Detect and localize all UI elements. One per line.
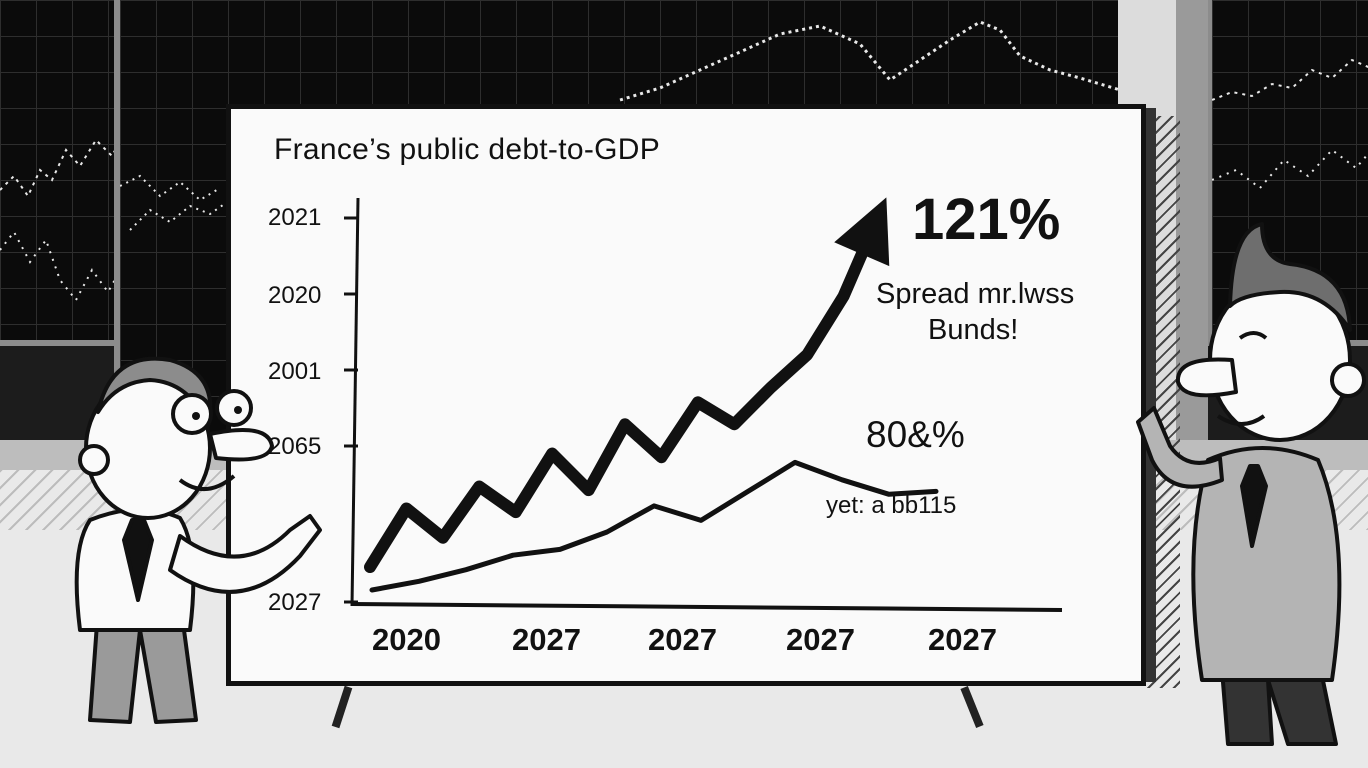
right-character-tie	[1240, 464, 1268, 548]
left-character-nose	[208, 428, 274, 462]
debt-series-line	[364, 206, 886, 574]
right-character-ear	[1330, 362, 1366, 398]
ticker-left	[0, 138, 114, 302]
ticker-right	[1212, 58, 1368, 190]
left-character-smile	[178, 474, 236, 492]
board-shadow	[1146, 116, 1180, 688]
right-character-eye	[1238, 331, 1268, 340]
upper-value-label: 121%	[912, 187, 1061, 252]
y-tick-label: 2065	[268, 433, 322, 460]
glasses-left-lens	[171, 393, 213, 435]
y-axis-ticks	[344, 216, 358, 604]
right-character	[1136, 222, 1366, 746]
lower-value-label: 80&%	[866, 414, 965, 455]
spread-note-line2: Bunds!	[928, 314, 1019, 346]
x-axis	[351, 602, 1063, 612]
left-character	[74, 356, 322, 724]
x-tick-label: 2020	[372, 622, 441, 657]
debt-series-arrowhead	[834, 197, 890, 267]
y-tick-label: 2020	[268, 282, 322, 309]
y-tick-label: 2021	[268, 204, 322, 231]
left-character-tie	[122, 518, 154, 602]
right-character-arm	[1136, 406, 1224, 489]
spread-note-line1: Spread mr.lwss	[876, 278, 1075, 310]
right-character-smile	[1216, 414, 1266, 426]
left-character-ear	[78, 444, 110, 476]
x-tick-label: 2027	[512, 622, 581, 657]
spread-series-line	[369, 459, 939, 593]
x-tick-label: 2027	[928, 622, 997, 657]
right-character-nose	[1175, 357, 1238, 398]
right-character-body	[1191, 446, 1342, 682]
glasses-right-lens	[215, 389, 253, 427]
x-tick-label: 2027	[786, 622, 855, 657]
y-tick-label: 2027	[268, 589, 322, 616]
ticker-center	[120, 20, 1118, 231]
y-tick-label: 2001	[268, 358, 322, 385]
x-tick-label: 2027	[648, 622, 717, 657]
right-character-hair	[1228, 222, 1352, 332]
left-character-arm	[168, 514, 322, 594]
y-axis	[350, 197, 360, 607]
chart-title: France’s public debt-to-GDP	[274, 133, 661, 166]
